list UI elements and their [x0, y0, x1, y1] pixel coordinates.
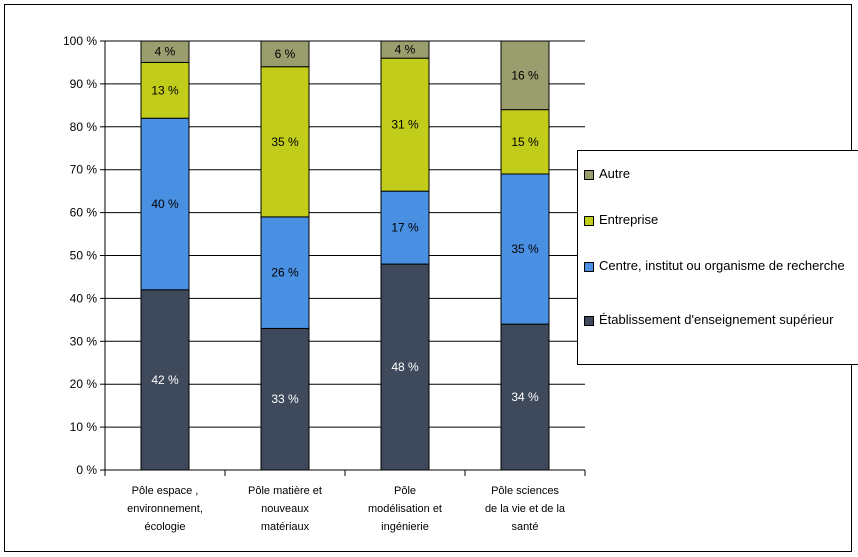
x-tick-label-line: nouveaux [261, 503, 309, 515]
x-tick-label: Pôle modélisation et ingénierie [368, 485, 442, 533]
y-tick-label: 90 % [70, 77, 98, 91]
x-tick-label: Pôle sciences de la vie et de la santé [485, 485, 566, 533]
y-tick-label: 40 % [70, 291, 98, 305]
bar-segment [140, 289, 190, 471]
x-tick-label-line: Pôle sciences [491, 485, 559, 497]
y-tick-label: 30 % [70, 334, 98, 348]
x-tick-label-line: écologie [145, 521, 186, 533]
data-label: 35 % [271, 135, 299, 149]
legend-item-autre: Autre [584, 165, 858, 183]
data-label: 4 % [155, 45, 176, 59]
bar-segment [380, 57, 430, 192]
x-tick-label-line: Pôle [394, 485, 416, 497]
data-label: 16 % [511, 68, 539, 82]
chart-frame: 0 % 10 % 20 % 30 % 40 % 50 % 60 % 70 % 80 % 90 % 1… [4, 4, 858, 552]
bar-segment [140, 40, 190, 63]
data-label: 15 % [511, 135, 539, 149]
y-tick-label: 0 % [76, 463, 97, 477]
x-tick-label: Pôle matière et nouveaux matériaux [248, 485, 322, 533]
bar-segment [140, 61, 190, 119]
bar-segment [500, 173, 550, 325]
data-label: 26 % [271, 266, 299, 280]
data-labels: 42 % 40 % 13 % 4 % 33 % 26 % 35 % 6 % 48 % 17 % 31… [151, 43, 539, 407]
legend-label-autre: Autre [599, 166, 631, 181]
stacked-bar-chart: 0 % 10 % 20 % 30 % 40 % 50 % 60 % 70 % 80 % 90 % 1… [63, 34, 586, 533]
bar-segment [380, 263, 430, 471]
bars [140, 40, 550, 471]
bar-segment [260, 40, 310, 68]
data-label: 40 % [151, 197, 179, 211]
legend-item-entreprise: Entreprise [584, 211, 858, 229]
bar-segment [260, 66, 310, 218]
x-tick-label-line: environnement, [127, 503, 203, 515]
x-tick-label-line: ingénierie [381, 521, 429, 533]
data-label: 6 % [275, 47, 296, 61]
y-tick-label: 50 % [70, 249, 98, 263]
y-axis: 0 % 10 % 20 % 30 % 40 % 50 % 60 % 70 % 80 % 90 % 1… [63, 34, 106, 477]
legend-swatch-etablissement [584, 316, 594, 326]
y-tick-label: 20 % [70, 377, 98, 391]
legend-swatch-autre [584, 170, 594, 180]
bar-segment [260, 216, 310, 329]
data-label: 13 % [151, 83, 179, 97]
y-tick-label: 80 % [70, 120, 98, 134]
bar-segment [380, 190, 430, 265]
legend-label-etablissement: Établissement d'enseignement supérieur [599, 312, 834, 327]
x-tick-label: Pôle espace , environnement, écologie [127, 485, 203, 533]
bar-segment [140, 117, 190, 291]
data-label: 48 % [391, 360, 419, 374]
bar-segment [500, 109, 550, 175]
y-tick-label: 100 % [63, 34, 97, 48]
x-tick-label-line: matériaux [261, 521, 310, 533]
x-tick-label-line: de la vie et de la [485, 503, 566, 515]
legend-label-centre: Centre, institut ou organisme de recherc… [599, 258, 845, 273]
data-label: 31 % [391, 118, 419, 132]
bar-segment [500, 40, 550, 111]
legend: Autre Entreprise Centre, institut ou org… [577, 150, 858, 365]
legend-item-centre: Centre, institut ou organisme de recherc… [584, 257, 858, 275]
y-tick-label: 60 % [70, 206, 98, 220]
x-tick-label-line: modélisation et [368, 503, 442, 515]
data-label: 42 % [151, 373, 179, 387]
x-tick-label-line: Pôle matière et [248, 485, 322, 497]
y-tick-label: 10 % [70, 420, 98, 434]
data-label: 17 % [391, 221, 419, 235]
y-tick-label: 70 % [70, 163, 98, 177]
legend-swatch-entreprise [584, 216, 594, 226]
legend-swatch-centre [584, 262, 594, 272]
legend-item-etablissement: Établissement d'enseignement supérieur [584, 311, 858, 329]
bar-segment [260, 327, 310, 471]
x-axis: Pôle espace , environnement, écologiePôle … [104, 469, 586, 533]
data-label: 4 % [395, 43, 416, 57]
bar-segment [380, 40, 430, 59]
data-label: 35 % [511, 242, 539, 256]
x-tick-label-line: santé [512, 521, 539, 533]
data-label: 33 % [271, 392, 299, 406]
data-label: 34 % [511, 390, 539, 404]
legend-label-entreprise: Entreprise [599, 212, 659, 227]
x-tick-label-line: Pôle espace , [132, 485, 199, 497]
